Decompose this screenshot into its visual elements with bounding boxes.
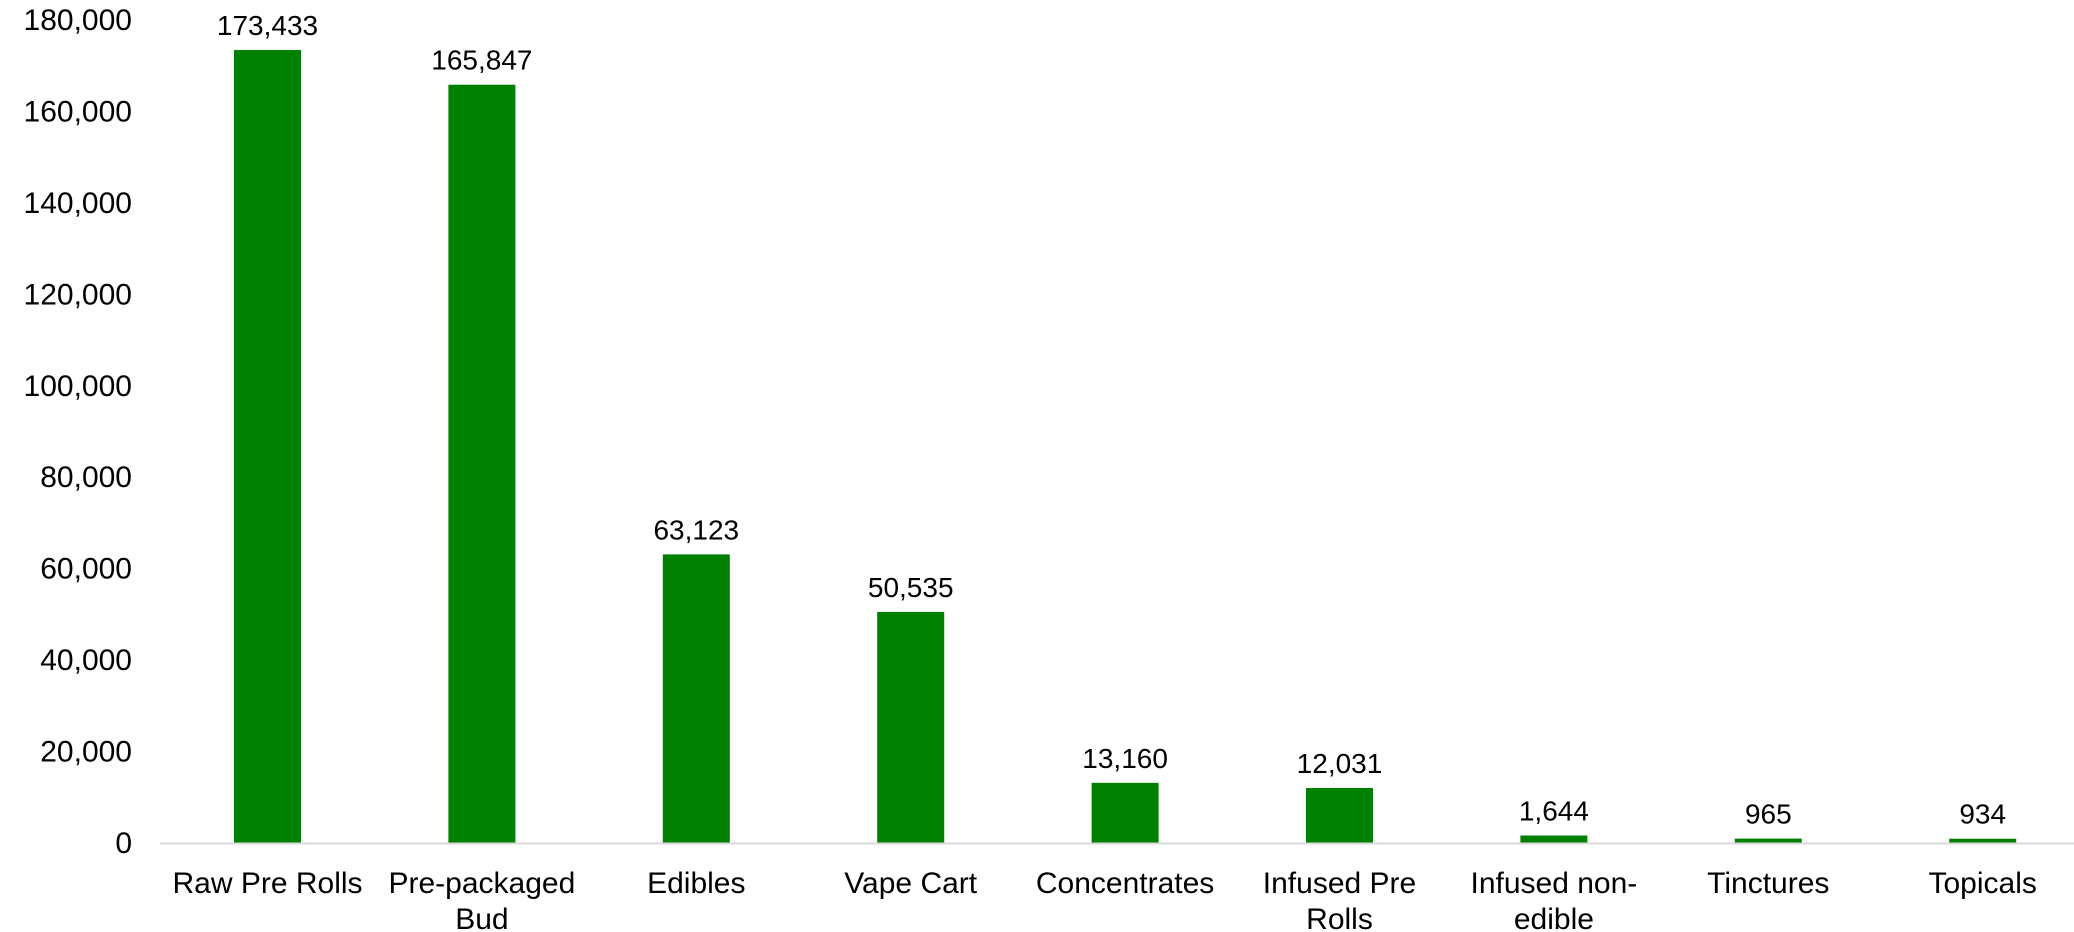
bar	[1091, 782, 1159, 843]
data-label: 13,160	[1082, 743, 1168, 774]
y-tick-label: 100,000	[24, 370, 132, 403]
y-axis-ticks: 0 20,000 40,000 60,000 80,000 100,000 120,000 1…	[24, 4, 132, 860]
x-category-label: Concentrates	[1036, 867, 1214, 900]
data-label: 1,644	[1519, 795, 1589, 826]
bar	[1734, 838, 1802, 843]
y-tick-label: 0	[115, 827, 132, 860]
y-tick-label: 80,000	[40, 461, 132, 494]
x-category-label: Topicals	[1929, 867, 2037, 900]
bar	[1306, 787, 1373, 843]
bar	[877, 611, 945, 843]
data-label: 165,847	[431, 45, 532, 76]
y-tick-label: 60,000	[40, 553, 132, 586]
x-category-label: Raw Pre Rolls	[172, 867, 362, 900]
bars-group	[234, 50, 2017, 844]
x-category-label: Tinctures	[1707, 867, 1829, 900]
y-tick-label: 140,000	[24, 187, 132, 220]
x-axis-labels: Raw Pre Rolls Pre-packaged Bud Edibles Vape …	[172, 867, 2036, 932]
x-category-label: Pre-packaged Bud	[389, 867, 576, 932]
y-tick-label: 180,000	[24, 4, 132, 37]
bar	[448, 84, 516, 843]
bar	[662, 554, 730, 843]
data-label: 934	[1959, 799, 2006, 830]
x-category-label: Vape Cart	[844, 867, 978, 900]
bar	[234, 50, 301, 844]
data-label: 173,433	[217, 10, 318, 41]
data-label: 50,535	[868, 572, 954, 603]
y-tick-label: 120,000	[24, 278, 132, 311]
y-tick-label: 40,000	[40, 644, 132, 677]
x-category-label: Infused Pre Rolls	[1263, 867, 1416, 932]
y-tick-label: 20,000	[40, 736, 132, 769]
bar	[1520, 835, 1588, 843]
data-label: 63,123	[653, 514, 739, 545]
x-category-label: Edibles	[647, 867, 745, 900]
data-labels-group: 173,433 165,847 63,123 50,535 13,160 12,031 1,…	[217, 10, 2006, 830]
data-label: 965	[1745, 799, 1792, 830]
x-category-label: Infused non-edible	[1471, 867, 1638, 932]
bar	[1949, 838, 2017, 843]
data-label: 12,031	[1297, 748, 1383, 779]
y-tick-label: 160,000	[24, 95, 132, 128]
